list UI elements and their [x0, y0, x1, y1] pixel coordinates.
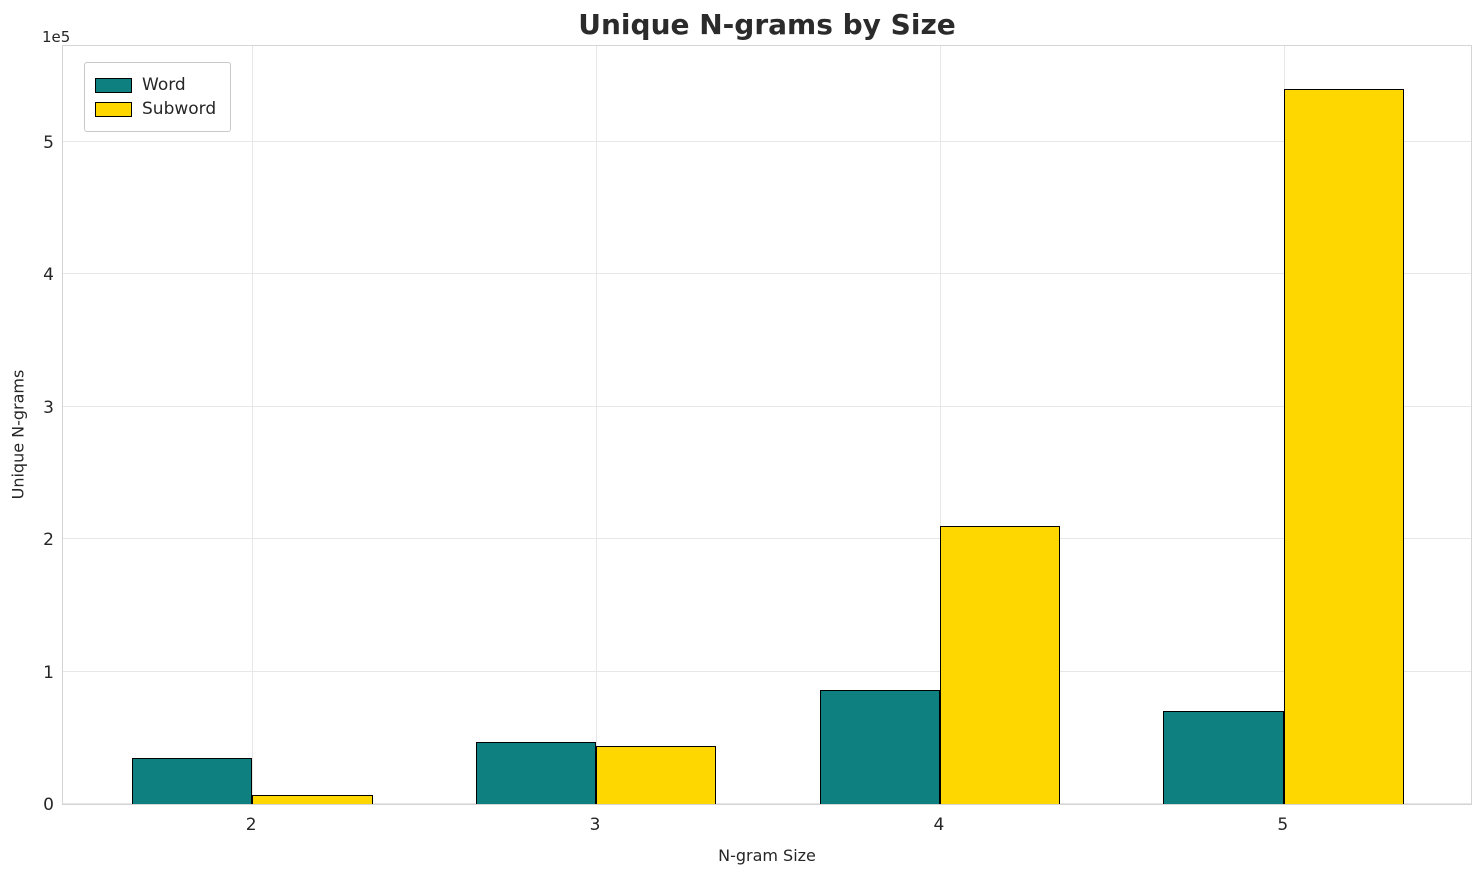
- bar-subword-3: [596, 745, 717, 804]
- x-tick-label: 2: [245, 815, 257, 835]
- y-tick-label: 2: [43, 530, 54, 551]
- y-tick-label: 4: [43, 265, 54, 286]
- y-gridline: [63, 273, 1471, 275]
- chart-title: Unique N-grams by Size: [578, 8, 956, 41]
- legend-label: Word: [142, 75, 186, 95]
- legend-label: Subword: [142, 99, 217, 119]
- plot-area: [62, 45, 1472, 805]
- x-gridline: [596, 46, 598, 804]
- legend-swatch: [95, 77, 132, 93]
- y-axis-label: Unique N-grams: [8, 369, 28, 500]
- y-gridline: [63, 803, 1471, 804]
- y-tick-label: 0: [43, 795, 54, 815]
- legend: Word Subword: [84, 62, 232, 132]
- bar-word-3: [475, 741, 597, 804]
- bar-word-5: [1163, 711, 1284, 804]
- bar-word-4: [819, 690, 940, 804]
- bar-subword-5: [1283, 89, 1405, 804]
- legend-item: Word: [95, 75, 216, 95]
- bar-subword-4: [939, 525, 1061, 804]
- y-axis-offset-label: 1e5: [42, 28, 71, 46]
- x-gridline: [939, 46, 941, 804]
- x-tick-label: 3: [589, 815, 601, 835]
- y-gridline: [63, 405, 1471, 407]
- y-gridline: [63, 670, 1471, 672]
- x-tick-label: 5: [1277, 815, 1289, 835]
- y-tick-label: 5: [43, 132, 54, 153]
- bar-word-2: [131, 757, 253, 804]
- bar-subword-2: [252, 794, 373, 804]
- x-tick-label: 4: [933, 815, 945, 835]
- y-tick-label: 1: [43, 662, 54, 683]
- legend-swatch: [95, 101, 132, 117]
- x-axis-label: N-gram Size: [718, 846, 816, 865]
- legend-item: Subword: [95, 99, 216, 119]
- y-gridline: [63, 140, 1471, 142]
- x-gridline: [252, 46, 254, 804]
- y-tick-label: 3: [43, 397, 54, 418]
- y-gridline: [63, 538, 1471, 540]
